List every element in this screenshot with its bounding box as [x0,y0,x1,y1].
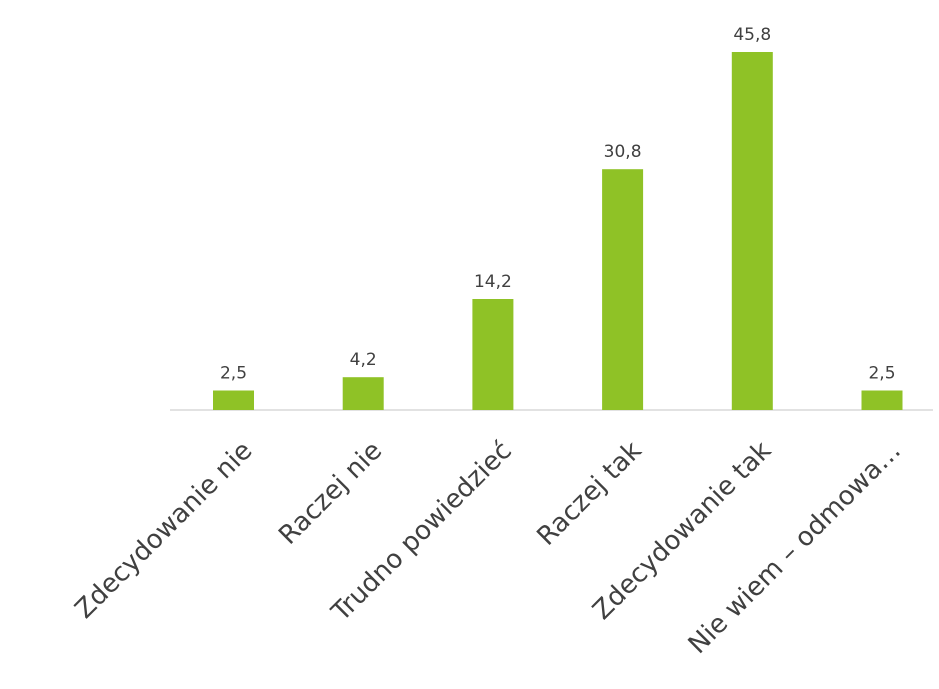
bar-1 [342,377,384,410]
bars-group [213,52,903,410]
category-label-3: Raczej tak [532,436,648,552]
category-label-5: Nie wiem – odmowa… [683,436,907,660]
bar-3 [602,169,644,410]
value-labels-group: 2,5 4,2 14,2 30,8 45,8 2,5 [220,25,896,384]
category-label-1: Raczej nie [273,436,388,551]
bar-2 [472,299,514,410]
data-label-0: 2,5 [220,364,247,384]
bar-5 [861,390,903,410]
data-label-3: 30,8 [604,142,642,162]
category-label-0: Zdecydowanie nie [69,436,258,625]
data-label-5: 2,5 [868,364,895,384]
data-label-2: 14,2 [474,272,512,292]
bar-0 [213,390,254,410]
data-label-4: 45,8 [733,25,771,45]
data-label-1: 4,2 [350,350,377,370]
bar-4 [731,52,773,410]
